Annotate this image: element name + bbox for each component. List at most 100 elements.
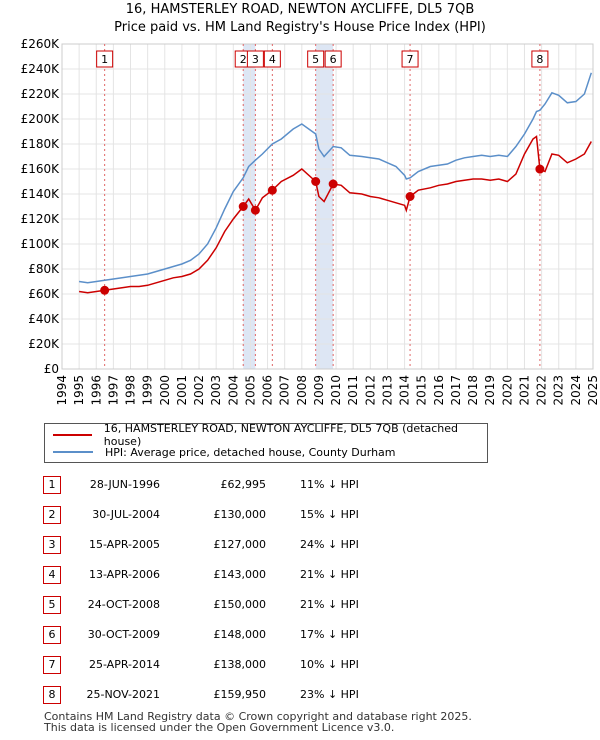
x-tick-label: 2013 bbox=[380, 375, 394, 406]
sale-marker-badge: 7 bbox=[43, 656, 61, 674]
y-tick-label: £80K bbox=[28, 262, 60, 276]
x-tick-label: 2012 bbox=[363, 375, 377, 406]
footer: Contains HM Land Registry data © Crown c… bbox=[44, 711, 472, 733]
legend: 16, HAMSTERLEY ROAD, NEWTON AYCLIFFE, DL… bbox=[44, 422, 488, 463]
price-chart: £0 £20K £40K £60K £80K £100K £120K £140K £160K £1… bbox=[21, 37, 600, 406]
sale-point bbox=[328, 179, 338, 189]
sale-marker-badge: 4 bbox=[43, 566, 61, 584]
sale-hpi-delta: 11% ↓ HPI bbox=[300, 478, 359, 491]
y-tick-label: £120K bbox=[21, 212, 61, 226]
sale-hpi-delta: 21% ↓ HPI bbox=[300, 568, 359, 581]
sale-date: 24-OCT-2008 bbox=[87, 598, 160, 611]
y-tick-label: £260K bbox=[21, 37, 61, 51]
sale-price: £130,000 bbox=[213, 508, 267, 521]
sale-row: 7 25-APR-2014 £138,000 10% ↓ HPI bbox=[0, 656, 600, 676]
y-tick-label: £100K bbox=[21, 237, 61, 251]
footer-licence: This data is licensed under the Open Gov… bbox=[44, 721, 395, 734]
x-tick-label: 2005 bbox=[243, 375, 257, 406]
sale-hpi-delta: 24% ↓ HPI bbox=[300, 538, 359, 551]
x-tick-label: 2018 bbox=[466, 375, 480, 406]
sale-marker-box bbox=[401, 50, 419, 68]
y-tick-label: £220K bbox=[21, 87, 61, 101]
property-price-line bbox=[78, 135, 592, 294]
sale-hpi-delta: 17% ↓ HPI bbox=[300, 628, 359, 641]
sale-point bbox=[100, 285, 110, 295]
x-tick-label: 2015 bbox=[415, 375, 429, 406]
sale-point bbox=[311, 177, 321, 186]
sale-marker-badge: 6 bbox=[43, 626, 61, 644]
x-tick-label: 2000 bbox=[158, 375, 172, 406]
sale-point bbox=[405, 192, 415, 201]
shaded-band bbox=[243, 44, 256, 369]
sale-marker-box bbox=[531, 50, 549, 68]
shaded-band bbox=[315, 44, 334, 369]
sale-date: 28-JUN-1996 bbox=[89, 478, 160, 491]
x-tick-label: 2024 bbox=[569, 375, 583, 406]
x-tick-label: 1999 bbox=[141, 375, 155, 406]
y-tick-label: £0 bbox=[44, 362, 59, 376]
x-tick-label: 2023 bbox=[552, 375, 566, 406]
x-tick-label: 1996 bbox=[89, 375, 103, 406]
x-tick-label: 2022 bbox=[535, 375, 549, 406]
x-tick-label: 2025 bbox=[586, 375, 600, 406]
x-tick-label: 1997 bbox=[106, 375, 120, 406]
y-tick-label: £200K bbox=[21, 112, 61, 126]
sale-hpi-delta: 10% ↓ HPI bbox=[300, 658, 359, 671]
sale-marker-label: 8 bbox=[536, 53, 543, 66]
hpi-line bbox=[78, 72, 593, 284]
sale-price: £150,000 bbox=[213, 598, 267, 611]
sale-row: 3 15-APR-2005 £127,000 24% ↓ HPI bbox=[0, 536, 600, 556]
title-address: 16, HAMSTERLEY ROAD, NEWTON AYCLIFFE, DL… bbox=[125, 2, 475, 17]
legend-hpi-label: HPI: Average price, detached house, Coun… bbox=[105, 445, 396, 459]
chart-title: 16, HAMSTERLEY ROAD, NEWTON AYCLIFFE, DL… bbox=[0, 1, 600, 37]
sale-marker-badge: 2 bbox=[43, 506, 61, 524]
sale-hpi-delta: 21% ↓ HPI bbox=[300, 598, 359, 611]
x-tick-label: 1998 bbox=[124, 375, 138, 406]
sale-price: £148,000 bbox=[213, 628, 267, 641]
y-tick-label: £140K bbox=[21, 187, 61, 201]
title-subtitle: Price paid vs. HM Land Registry's House … bbox=[114, 20, 486, 35]
sale-point bbox=[250, 205, 260, 215]
x-tick-label: 2003 bbox=[209, 375, 223, 406]
sale-marker-label: 1 bbox=[101, 53, 108, 66]
sale-marker-box bbox=[96, 50, 114, 68]
sale-hpi-delta: 23% ↓ HPI bbox=[300, 688, 359, 701]
y-tick-label: £180K bbox=[21, 137, 61, 151]
sale-marker-badge: 3 bbox=[43, 536, 61, 554]
sale-marker-box bbox=[263, 50, 281, 68]
sale-marker-box bbox=[324, 50, 342, 68]
sale-marker-label: 7 bbox=[407, 53, 414, 66]
sale-point bbox=[535, 164, 545, 174]
sale-marker-label: 6 bbox=[330, 53, 337, 66]
sale-date: 25-APR-2014 bbox=[88, 658, 160, 671]
x-tick-label: 2019 bbox=[483, 375, 497, 406]
x-tick-label: 2007 bbox=[278, 375, 292, 406]
sale-hpi-delta: 15% ↓ HPI bbox=[300, 508, 359, 521]
x-tick-label: 2017 bbox=[449, 375, 463, 406]
x-tick-label: 2002 bbox=[192, 375, 206, 406]
x-tick-label: 2020 bbox=[500, 375, 514, 406]
y-tick-label: £20K bbox=[28, 337, 60, 351]
sale-price: £138,000 bbox=[213, 658, 267, 671]
x-tick-label: 2006 bbox=[261, 375, 275, 406]
x-tick-label: 2004 bbox=[226, 375, 240, 406]
x-tick-label: 2016 bbox=[432, 375, 446, 406]
plot-frame bbox=[61, 43, 594, 370]
x-tick-label: 2009 bbox=[312, 375, 326, 406]
y-tick-label: £240K bbox=[21, 62, 61, 76]
sale-date: 13-APR-2006 bbox=[88, 568, 160, 581]
y-tick-label: £60K bbox=[28, 287, 60, 301]
footer-copyright: Contains HM Land Registry data © Crown c… bbox=[44, 710, 472, 723]
sale-marker-box bbox=[246, 50, 264, 68]
sale-marker-label: 2 bbox=[240, 53, 247, 66]
sale-marker-label: 3 bbox=[252, 53, 259, 66]
sale-marker-label: 4 bbox=[269, 53, 276, 66]
sale-date: 30-JUL-2004 bbox=[92, 508, 160, 521]
sale-row: 2 30-JUL-2004 £130,000 15% ↓ HPI bbox=[0, 506, 600, 526]
sale-marker-badge: 8 bbox=[43, 686, 61, 704]
x-tick-label: 2014 bbox=[398, 375, 412, 406]
sale-date: 25-NOV-2021 bbox=[86, 688, 160, 701]
sale-row: 8 25-NOV-2021 £159,950 23% ↓ HPI bbox=[0, 686, 600, 706]
x-tick-label: 1994 bbox=[55, 375, 69, 406]
sale-row: 6 30-OCT-2009 £148,000 17% ↓ HPI bbox=[0, 626, 600, 646]
